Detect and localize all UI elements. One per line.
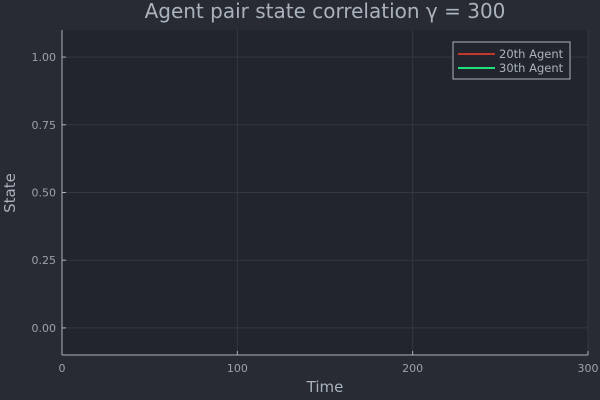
y-tick-label: 0.50 [32, 187, 57, 200]
ticks: 0 100 200 300 0.00 0.25 0.50 0.75 1.00 [32, 51, 599, 375]
x-tick-label: 0 [59, 362, 66, 375]
x-tick-label: 200 [402, 362, 423, 375]
legend-box [452, 41, 571, 80]
x-tick-label: 100 [227, 362, 248, 375]
legend-label-20th-agent: 20th Agent [499, 47, 564, 61]
y-tick-label: 1.00 [32, 51, 57, 64]
legend-label-30th-agent: 30th Agent [499, 61, 564, 75]
chart-title: Agent pair state correlation γ = 300 [145, 0, 506, 23]
legend: 20th Agent 30th Agent [452, 41, 571, 80]
y-tick-label: 0.75 [32, 119, 57, 132]
y-tick-label: 0.00 [32, 322, 57, 335]
x-tick-label: 300 [578, 362, 599, 375]
y-tick-label: 0.25 [32, 254, 57, 267]
y-axis-label: State [1, 173, 19, 213]
x-axis-label: Time [306, 378, 344, 396]
